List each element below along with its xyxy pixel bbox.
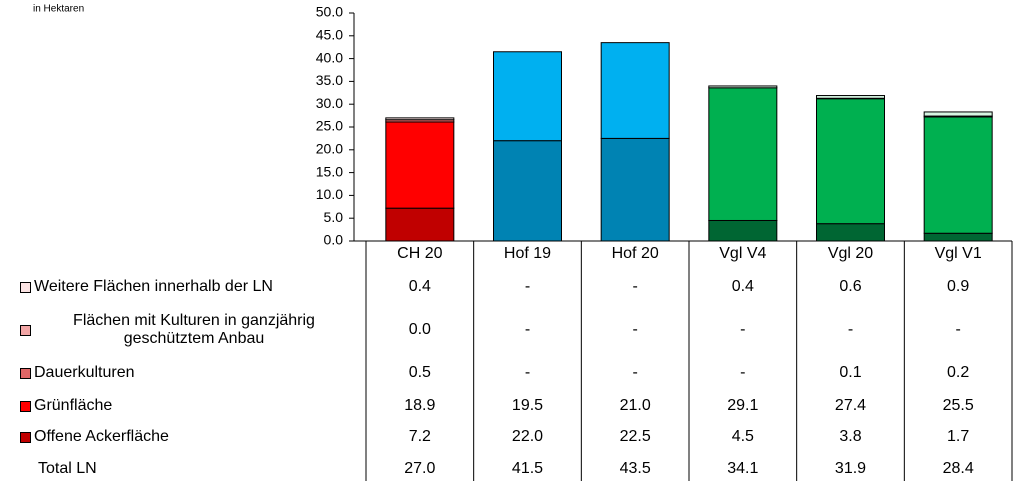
legend-marker — [20, 281, 31, 293]
table-value: 22.5 — [619, 428, 651, 445]
y-tick-label: 5.0 — [324, 209, 344, 225]
legend-label: Grünfläche — [34, 397, 113, 414]
x-tick-label: Vgl 20 — [828, 245, 873, 262]
table-value: - — [740, 364, 746, 381]
table-value: - — [740, 321, 746, 338]
table-value: 22.0 — [511, 428, 544, 445]
y-tick-label: 20.0 — [316, 141, 343, 157]
bar-segment — [385, 117, 455, 121]
table-value: 0.1 — [839, 364, 862, 381]
table-value: - — [632, 321, 638, 338]
table-value: 3.8 — [839, 428, 862, 445]
total-value: 41.5 — [511, 460, 544, 477]
total-value: 43.5 — [619, 460, 651, 477]
y-tick-label: 35.0 — [316, 72, 343, 88]
bar-segment — [600, 42, 670, 139]
bar-segment — [708, 87, 778, 221]
legend-label: Dauerkulturen — [34, 364, 135, 381]
bar-segment — [923, 116, 993, 234]
x-tick-label: Vgl V4 — [719, 245, 766, 262]
bar-segment — [708, 85, 778, 89]
legend-row: Dauerkulturen — [20, 364, 135, 382]
table-value: 0.2 — [947, 364, 970, 381]
table-value: - — [955, 321, 961, 338]
bar-segment — [816, 95, 885, 99]
y-tick-label: 45.0 — [316, 27, 343, 43]
bar-segment — [816, 223, 885, 242]
legend-marker — [20, 400, 31, 412]
total-value: 31.9 — [834, 460, 867, 477]
legend-label: Offene Ackerfläche — [34, 428, 169, 445]
table-value: 4.5 — [731, 428, 754, 445]
table-value: 7.2 — [408, 428, 431, 445]
table-value: 18.9 — [404, 397, 436, 414]
total-value: 34.1 — [727, 460, 759, 477]
table-value: 0.9 — [947, 278, 970, 295]
table-value: 27.4 — [834, 397, 867, 414]
table-value: - — [847, 321, 854, 338]
legend-marker — [20, 324, 31, 336]
x-tick-label: Hof 19 — [504, 245, 551, 262]
bar-segment — [493, 51, 562, 142]
table-value: - — [632, 364, 638, 381]
bar-segment — [816, 98, 885, 225]
legend-row: Offene Ackerfläche — [20, 428, 169, 446]
legend-marker — [20, 367, 31, 379]
y-tick-label: 0.0 — [324, 232, 344, 248]
total-label: Total LN — [38, 460, 97, 477]
total-value: 27.0 — [404, 460, 436, 477]
table-value: - — [632, 278, 638, 295]
y-tick-label: 25.0 — [316, 118, 343, 134]
legend-row: Grünfläche — [20, 397, 112, 415]
x-tick-label: Vgl V1 — [935, 245, 982, 262]
total-value: 28.4 — [942, 460, 974, 477]
table-value: - — [524, 278, 531, 295]
table-value: - — [524, 321, 531, 338]
y-tick-label: 30.0 — [316, 95, 343, 111]
bar-segment — [708, 219, 778, 242]
table-value: 21.0 — [619, 397, 651, 414]
table-value: - — [524, 364, 531, 381]
legend-label: Weitere Flächen innerhalb der LN — [34, 278, 273, 295]
bar-segment — [923, 232, 993, 242]
x-tick-label: Hof 20 — [612, 245, 659, 262]
y-tick-label: 10.0 — [316, 186, 343, 202]
y-tick-label: 50.0 — [316, 4, 343, 20]
bar-segment — [493, 140, 562, 242]
table-value: 0.4 — [731, 278, 754, 295]
legend-label: Flächen mit Kulturen in ganzjährig gesch… — [73, 312, 315, 347]
legend-row: Weitere Flächen innerhalb der LN — [20, 278, 273, 296]
x-tick-label: CH 20 — [397, 245, 442, 262]
table-value: 1.7 — [947, 428, 970, 445]
table-value: 0.6 — [839, 278, 862, 295]
total-row: Total LN — [38, 460, 97, 478]
legend-marker — [20, 431, 31, 443]
y-tick-label: 15.0 — [316, 163, 343, 179]
table-value: 0.4 — [408, 278, 431, 295]
bar-segment — [385, 121, 455, 209]
legend-row: Flächen mit Kulturen in ganzjährig gesch… — [20, 312, 354, 348]
y-tick-label: 40.0 — [316, 49, 343, 65]
annotation: in Hektaren — [33, 4, 84, 15]
bar-segment — [385, 207, 455, 242]
table-value: 0.0 — [408, 321, 431, 338]
table-value: 0.5 — [408, 364, 431, 381]
bar-segment — [923, 111, 993, 117]
table-value: 29.1 — [727, 397, 759, 414]
table-value: 19.5 — [511, 397, 544, 414]
bar-segment — [600, 137, 670, 242]
table-value: 25.5 — [942, 397, 974, 414]
